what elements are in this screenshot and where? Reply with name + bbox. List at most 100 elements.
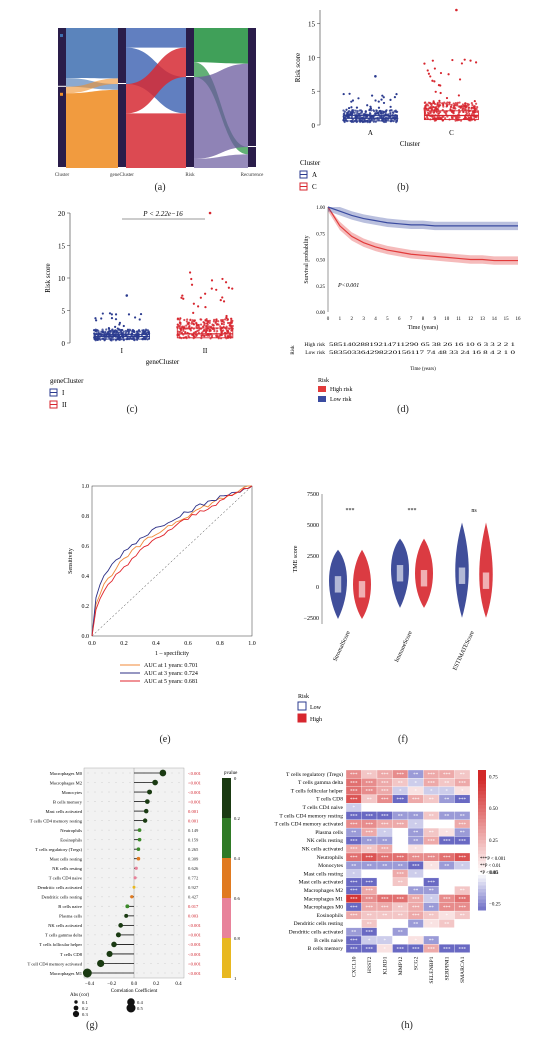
lollipop-dot bbox=[134, 866, 138, 870]
data-point bbox=[208, 321, 211, 325]
row-label: T cells follicular helper bbox=[291, 787, 343, 794]
pvalue-label: <0.001 bbox=[188, 799, 202, 804]
grid-dot bbox=[101, 848, 103, 850]
data-point bbox=[343, 120, 346, 124]
legend-title: Risk bbox=[298, 694, 309, 700]
heatmap-cell bbox=[423, 869, 440, 879]
heatmap-cell bbox=[454, 877, 471, 887]
significance-star: ** bbox=[444, 922, 450, 927]
outlier-point bbox=[134, 316, 137, 319]
grid-dot bbox=[150, 829, 152, 831]
pvalue-label: P < 2.22e−16 bbox=[142, 210, 183, 218]
panel-label-f: (f) bbox=[398, 734, 408, 745]
data-point bbox=[476, 110, 479, 114]
significance-star: * bbox=[415, 823, 418, 828]
grid-dot bbox=[171, 915, 173, 917]
row-label: Mast cells resting bbox=[50, 857, 83, 862]
size-legend-title: Abs (cor) bbox=[70, 993, 89, 998]
grid-dot bbox=[115, 896, 117, 898]
grid-dot bbox=[87, 924, 89, 926]
x-tick-label: −0.4 bbox=[85, 982, 95, 987]
data-point bbox=[208, 328, 212, 331]
outlier-point bbox=[114, 318, 118, 321]
grid-dot bbox=[157, 934, 159, 936]
outlier-point bbox=[132, 329, 136, 332]
significance-star: ** bbox=[398, 781, 404, 786]
data-point bbox=[472, 105, 476, 108]
significance-star: * bbox=[384, 831, 387, 836]
outlier-point bbox=[197, 305, 200, 308]
y-axis-title: Risk score bbox=[294, 53, 302, 82]
violin-box bbox=[458, 567, 466, 584]
lollipop-dot bbox=[106, 950, 113, 957]
grid-dot bbox=[164, 877, 166, 879]
outlier-point bbox=[120, 328, 123, 332]
data-point bbox=[435, 111, 438, 114]
row-label: T cells CD4 memory resting bbox=[30, 818, 83, 823]
significance-star: *** bbox=[397, 947, 405, 952]
significance-label: *** bbox=[346, 508, 355, 514]
heatmap-cell bbox=[454, 844, 471, 854]
row-label: T cells CD4 naive bbox=[49, 876, 82, 881]
grid-dot bbox=[94, 896, 96, 898]
grid-dot bbox=[108, 924, 110, 926]
sankey-node-label: NO bbox=[259, 85, 267, 90]
significance-star: ** bbox=[398, 881, 404, 886]
significance-star: ** bbox=[429, 889, 435, 894]
heatmap-cell bbox=[392, 935, 409, 945]
significance-star: ** bbox=[460, 889, 466, 894]
significance-star: *** bbox=[412, 798, 420, 803]
grid-dot bbox=[136, 944, 138, 945]
sankey-flow bbox=[194, 154, 248, 168]
outlier-point bbox=[204, 292, 207, 295]
grid-dot bbox=[101, 886, 103, 888]
data-point bbox=[457, 113, 460, 116]
data-point bbox=[378, 115, 381, 118]
colorscale-segment bbox=[478, 903, 486, 907]
outlier-point bbox=[101, 312, 104, 315]
data-point bbox=[446, 103, 449, 106]
outlier-point bbox=[442, 103, 445, 107]
x-tick-label: 4 bbox=[374, 317, 377, 322]
significance-star: * bbox=[446, 914, 449, 919]
data-point bbox=[213, 318, 216, 321]
data-point bbox=[195, 325, 198, 328]
outlier-point bbox=[474, 61, 478, 64]
significance-star: *** bbox=[350, 790, 358, 795]
outlier-point bbox=[377, 100, 380, 103]
outlier-point bbox=[377, 106, 381, 109]
significance-star: * bbox=[430, 922, 433, 927]
significance-star: *** bbox=[459, 906, 467, 911]
grid-dot bbox=[122, 820, 124, 822]
pvalue-label: <0.001 bbox=[188, 942, 202, 947]
x-tick-label: ImmuneScore bbox=[394, 630, 414, 663]
data-point bbox=[463, 108, 466, 111]
grid-dot bbox=[171, 905, 173, 907]
size-legend-dot bbox=[126, 1003, 136, 1013]
data-point bbox=[473, 115, 477, 119]
data-point bbox=[436, 103, 439, 106]
data-point bbox=[392, 111, 395, 114]
data-point bbox=[378, 110, 381, 113]
grid-dot bbox=[150, 972, 152, 974]
y-tick-label: 10 bbox=[58, 275, 66, 283]
sankey-node-marker bbox=[60, 92, 63, 96]
grid-dot bbox=[115, 820, 117, 822]
outlier-point bbox=[425, 107, 428, 110]
significance-star: *** bbox=[412, 947, 420, 952]
outlier-point bbox=[382, 96, 385, 99]
outlier-point bbox=[389, 98, 392, 101]
outlier-point bbox=[225, 316, 228, 320]
x-tick-label: 15 bbox=[504, 317, 510, 322]
row-label: NK cells activated bbox=[302, 847, 344, 853]
y-axis-title: Risk score bbox=[44, 263, 52, 292]
colorscale-segment bbox=[478, 791, 486, 795]
grid-dot bbox=[101, 915, 103, 917]
grid-dot bbox=[87, 848, 89, 850]
significance-star: *** bbox=[350, 898, 358, 903]
y-axis-title: TME score bbox=[293, 545, 299, 572]
data-point bbox=[395, 110, 398, 114]
outlier-point bbox=[182, 297, 185, 300]
legend-label: C bbox=[312, 183, 317, 191]
grid-dot bbox=[178, 810, 180, 812]
